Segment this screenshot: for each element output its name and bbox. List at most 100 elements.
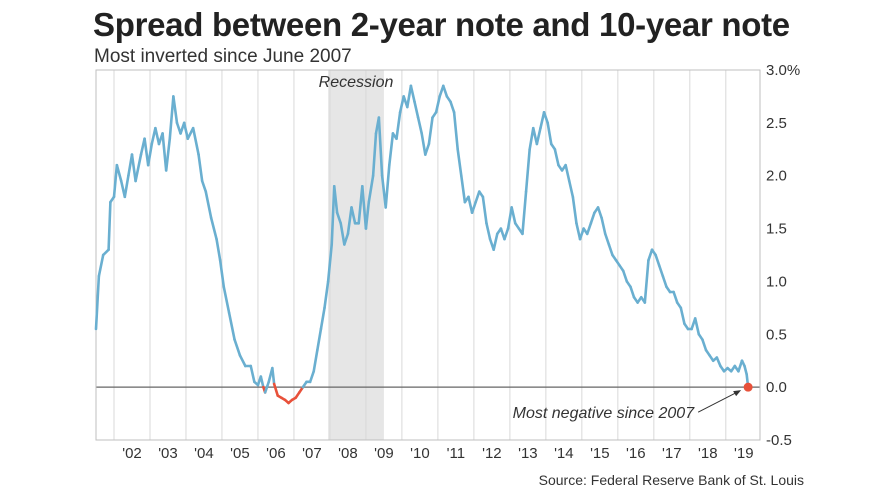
series-segment <box>319 306 326 331</box>
series-segment <box>182 121 190 141</box>
series-segment <box>339 221 346 246</box>
series-segment <box>123 174 130 199</box>
series-segment <box>332 184 339 215</box>
recession-band <box>328 70 384 440</box>
series-segment <box>384 163 391 209</box>
series-segment <box>578 227 585 241</box>
series-segment <box>449 100 456 114</box>
x-tick-label: '15 <box>590 445 610 462</box>
series-segment <box>238 354 247 368</box>
series-segment <box>330 184 336 246</box>
series-segment <box>218 258 226 289</box>
y-tick-label: 1.5 <box>766 221 787 238</box>
series-segment <box>470 200 477 215</box>
series-segment <box>130 153 137 183</box>
series-segment <box>371 132 378 178</box>
series-segment <box>535 126 542 146</box>
series-segment <box>607 243 614 257</box>
series-segment <box>263 380 271 394</box>
series-segment <box>459 174 467 204</box>
series-segment <box>209 216 218 241</box>
series-segment <box>427 116 434 146</box>
series-segment <box>361 184 368 230</box>
series-segment <box>350 206 357 225</box>
x-tick-label: '18 <box>698 445 718 462</box>
series-segment <box>200 179 208 193</box>
x-tick-label: '09 <box>374 445 394 462</box>
series-segment <box>452 110 459 151</box>
series-segment <box>546 121 553 146</box>
series-segment <box>643 258 650 304</box>
series-segment <box>197 153 204 183</box>
y-tick-label: 0.0 <box>766 379 787 396</box>
series-segment <box>227 311 236 341</box>
x-tick-label: '17 <box>662 445 682 462</box>
series-segment <box>204 190 213 220</box>
series-segment <box>323 280 330 310</box>
series-segment <box>395 110 402 141</box>
y-axis-ticks: -0.5 0.0 0.5 1.0 1.5 2.0 2.5 3.0% <box>766 62 800 449</box>
series-segment <box>168 95 175 141</box>
x-tick-label: '06 <box>266 445 286 462</box>
series-segment <box>271 366 276 386</box>
series-segment <box>603 232 611 246</box>
x-tick-label: '10 <box>410 445 430 462</box>
x-axis-ticks: '02 '03 '04 '05 '06 '07 '08 '09 '10 '11 '12 '13 '14 '… <box>122 445 753 462</box>
chart-subtitle: Most inverted since June 2007 <box>94 46 352 67</box>
series-segment <box>715 356 722 368</box>
series-segment <box>596 206 603 220</box>
series-segment <box>524 147 531 193</box>
x-tick-label: '13 <box>518 445 538 462</box>
series-segment <box>172 95 179 125</box>
series-segment <box>589 211 596 225</box>
series-layer <box>94 84 750 405</box>
series-segment <box>343 232 350 246</box>
source-note: Source: Federal Reserve Bank of St. Loui… <box>538 472 804 488</box>
series-segment <box>510 206 517 225</box>
series-segment <box>312 348 319 373</box>
x-tick-label: '02 <box>122 445 142 462</box>
series-segment <box>629 285 636 299</box>
series-segment <box>154 126 161 146</box>
series-segment <box>672 290 679 304</box>
series-segment <box>521 190 528 236</box>
series-segment <box>316 327 323 352</box>
series-segment <box>564 163 571 183</box>
series-segment <box>346 206 353 236</box>
series-segment <box>539 110 546 130</box>
series-segment <box>308 369 316 384</box>
series-segment <box>112 163 119 199</box>
series-segment <box>553 147 560 167</box>
series-segment <box>97 253 105 278</box>
plot-frame <box>95 69 761 441</box>
series-segment <box>434 95 441 114</box>
series-segment <box>215 237 222 262</box>
series-segment <box>249 364 256 384</box>
series-segment <box>335 211 343 225</box>
series-segment <box>506 206 513 230</box>
series-segment <box>654 253 661 267</box>
series-segment <box>424 142 431 156</box>
series-segment <box>441 84 449 98</box>
annotation-arrowhead <box>733 390 742 397</box>
series-segment <box>115 163 123 183</box>
series-segment <box>326 243 334 283</box>
series-segment <box>164 137 172 172</box>
series-segment <box>233 338 242 357</box>
y-tick-label: 0.5 <box>766 326 787 343</box>
x-tick-label: '04 <box>194 445 214 462</box>
series-segment <box>647 248 654 262</box>
series-segment <box>528 126 535 151</box>
series-segment <box>377 116 384 178</box>
series-segment <box>621 269 629 283</box>
series-segment <box>503 227 510 241</box>
recession-label: Recession <box>319 74 394 91</box>
series-segment <box>600 216 607 236</box>
annotation-arrow <box>697 390 740 413</box>
series-segment <box>364 200 371 230</box>
x-tick-label: '05 <box>230 445 250 462</box>
x-tick-label: '16 <box>626 445 646 462</box>
x-tick-label: '12 <box>482 445 502 462</box>
series-segment <box>585 221 593 236</box>
series-segment <box>406 84 413 109</box>
